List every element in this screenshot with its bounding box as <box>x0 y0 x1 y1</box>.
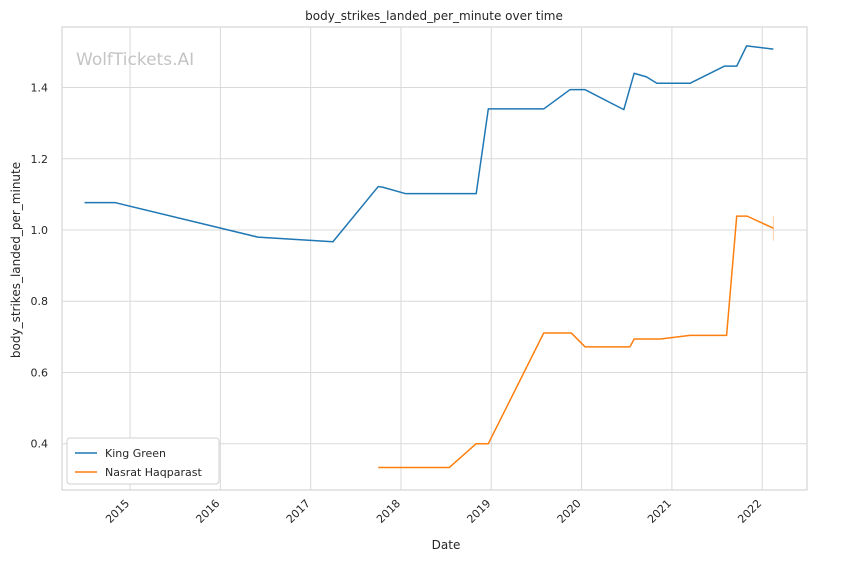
y-tick-label: 0.4 <box>31 438 49 451</box>
y-gridlines <box>62 87 807 445</box>
legend-box <box>66 437 220 485</box>
x-gridlines <box>129 27 763 490</box>
watermark-text: WolfTickets.AI <box>76 50 194 70</box>
y-axis-label: body_strikes_landed_per_minute <box>9 162 23 358</box>
x-tick-label: 2019 <box>464 497 493 526</box>
y-tick-label: 0.8 <box>31 295 49 308</box>
x-tick-labels: 2015 2016 2017 2018 2019 2020 2021 2022 <box>103 497 764 526</box>
legend-label: Nasrat Haqparast <box>105 466 202 479</box>
x-tick-label: 2016 <box>193 497 222 526</box>
y-tick-labels: 0.4 0.6 0.8 1.0 1.2 1.4 <box>31 82 49 451</box>
legend-label: King Green <box>105 447 166 460</box>
x-tick-label: 2015 <box>103 497 132 526</box>
y-tick-label: 0.6 <box>31 366 49 379</box>
x-tick-label: 2021 <box>645 497 674 526</box>
y-tick-label: 1.2 <box>31 153 49 166</box>
plot-area <box>61 26 808 491</box>
y-tick-label: 1.0 <box>31 224 49 237</box>
chart-title: body_strikes_landed_per_minute over time <box>305 9 563 23</box>
legend: King Green Nasrat Haqparast <box>66 437 220 485</box>
x-tick-label: 2017 <box>284 497 313 526</box>
x-axis-label: Date <box>432 538 461 552</box>
series-layer <box>84 45 774 469</box>
x-tick-label: 2022 <box>735 497 764 526</box>
x-tick-label: 2018 <box>374 497 403 526</box>
x-tick-label: 2020 <box>555 497 584 526</box>
y-tick-label: 1.4 <box>31 82 49 95</box>
